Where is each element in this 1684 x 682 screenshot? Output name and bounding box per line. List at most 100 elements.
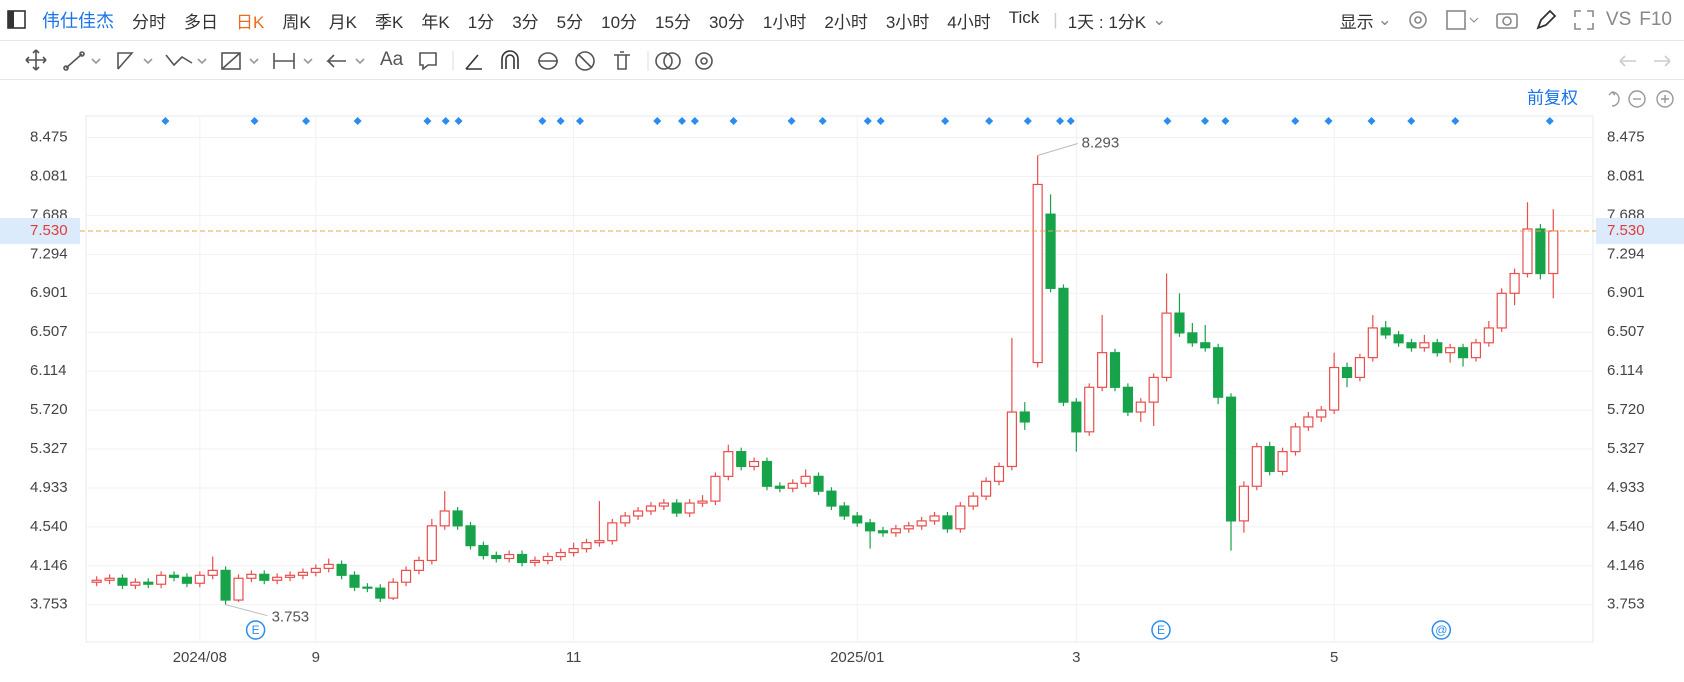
event-diamond [1163,117,1172,125]
candle-body [452,510,463,527]
candle-body [117,577,128,586]
min-annotation: 3.753 [272,609,310,626]
candle-body [632,510,644,517]
period-button[interactable]: 15分 [655,12,691,32]
period-button[interactable]: 分时 [132,12,166,32]
candle-body [981,480,992,497]
period-button[interactable]: 1小时 [762,12,807,32]
event-diamond [353,117,362,125]
event-diamond [1201,117,1210,125]
y-tick-label: 6.114 [30,362,66,379]
event-diamond [423,117,432,125]
y-tick-label: 8.475 [30,128,68,145]
camera-icon[interactable] [1494,8,1520,32]
period-button[interactable]: 2小时 [824,12,868,32]
event-diamond [302,117,311,125]
period-button[interactable]: 5分 [556,12,584,32]
event-diamond [441,117,450,125]
candle-body [852,515,863,524]
last-price-box-right [1596,217,1684,244]
period-button[interactable]: 日K [236,12,265,32]
range-select[interactable]: 1天 : 1分K [1067,12,1147,32]
candle-body [1148,376,1159,403]
vs-button[interactable]: VS [1605,9,1632,30]
candle-body [156,574,167,585]
candle-body [1367,327,1378,359]
event-diamond [575,117,584,125]
pen-icon[interactable] [1534,8,1558,32]
period-button[interactable]: 10分 [601,12,638,32]
period-button[interactable]: 3分 [512,12,539,32]
candle-body [594,540,605,544]
candle-body [336,563,347,576]
candle-body [1393,334,1404,344]
last-price-label-right: 7.530 [1607,222,1645,239]
event-diamond [250,117,259,125]
sidebar-toggle[interactable] [6,9,28,31]
candle-body [542,555,553,562]
candle-body [877,530,889,534]
period-button[interactable]: 季K [375,12,404,32]
candle-body [143,581,154,585]
candle-body [181,576,193,584]
period-button[interactable]: 周K [282,12,311,32]
event-diamond [787,117,796,125]
period-button[interactable]: Tick [1008,7,1040,27]
y-tick-label: 3.753 [30,596,68,613]
layout-icon[interactable] [1444,8,1480,32]
period-button[interactable]: 年K [421,12,450,32]
period-button[interactable]: 1分 [467,12,495,32]
candle-body [555,551,566,558]
candle-body [284,574,296,578]
reset-icon [1608,91,1620,107]
candle-body [1019,411,1030,423]
candle-body [1200,342,1211,349]
candle-body [375,587,386,599]
candle-body [233,577,244,601]
candle-body [323,563,334,569]
candle-body [465,525,476,547]
event-diamond [1066,117,1075,125]
candle-body [1509,272,1520,294]
candle-body [787,482,798,489]
period-button[interactable]: 3小时 [885,12,930,32]
candle-body [362,586,373,589]
candle-body [130,581,141,586]
event-diamond [538,117,547,125]
text-tool[interactable]: Aa [380,49,404,70]
candle-body [529,559,541,564]
display-menu[interactable]: 显示 [1339,12,1374,32]
candle-body [91,579,102,583]
event-diamond [1407,117,1416,125]
adjust-button[interactable]: 前复权 [1527,88,1578,107]
event-diamond [1324,117,1333,125]
y-tick-label-right: 6.114 [1607,362,1643,379]
period-button[interactable]: 30分 [708,12,745,32]
candle-body [310,567,321,573]
stock-name[interactable]: 伟仕佳杰 [42,11,114,31]
y-tick-label: 5.327 [30,440,68,457]
candle-body [349,574,360,588]
event-diamond [1056,117,1065,125]
candle-body [890,528,901,534]
y-tick-label: 4.933 [30,479,68,496]
period-button[interactable]: 4小时 [947,12,991,32]
event-marker [1151,620,1171,640]
period-button[interactable]: 月K [328,12,358,32]
candle-body [1535,228,1546,275]
event-diamond [1221,117,1230,125]
f10-button[interactable]: F10 [1639,9,1672,30]
y-tick-label-right: 4.933 [1607,479,1645,496]
event-diamond [556,117,565,125]
candle-body [1303,416,1314,428]
drawing-tools [25,49,1671,71]
fullscreen-icon[interactable] [1572,8,1596,32]
candle-body [1032,183,1043,364]
zoom-out-icon [1628,90,1646,108]
settings-icon[interactable] [1406,8,1430,32]
candle-body [220,569,231,601]
candle-body [658,502,669,507]
period-button[interactable]: 多日 [184,12,218,32]
